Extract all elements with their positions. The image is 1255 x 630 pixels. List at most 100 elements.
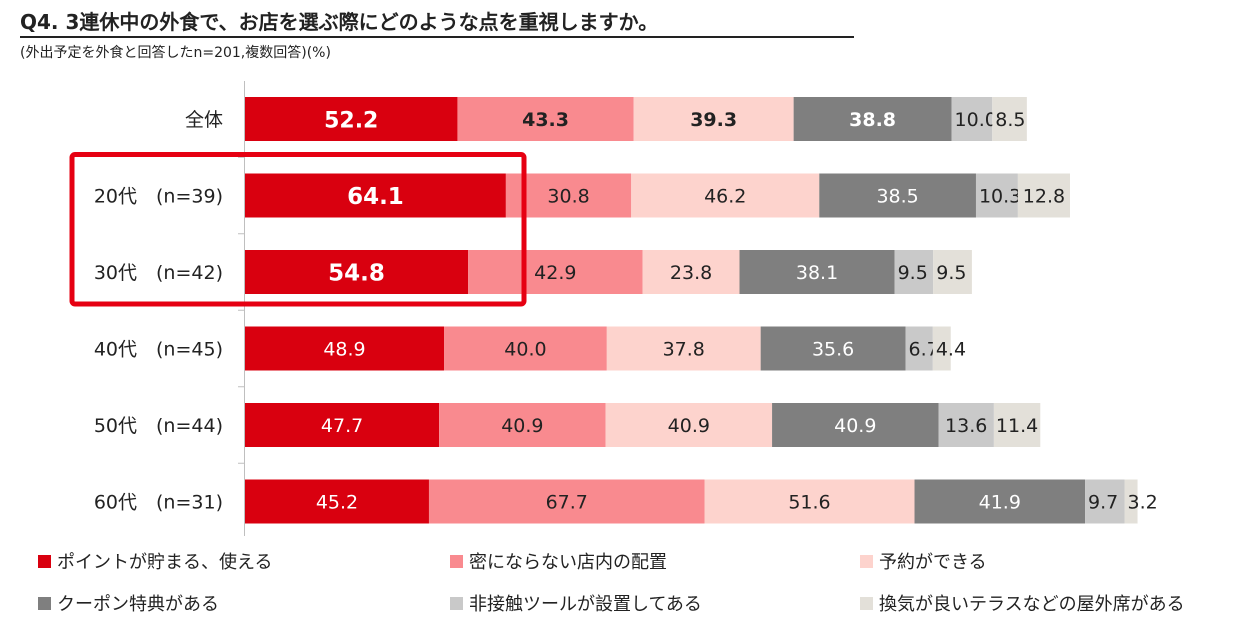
data-label: 46.2: [704, 186, 746, 208]
bar-segment: [1017, 173, 1070, 218]
data-label: 40.9: [668, 415, 710, 437]
bar-segment: [245, 250, 469, 294]
data-label: 3.2: [1128, 492, 1158, 514]
data-label: 6.7: [909, 339, 939, 361]
bar-segment: [245, 403, 440, 447]
bar-segment: [428, 479, 705, 524]
data-label: 54.8: [328, 261, 385, 287]
category-label: 20代 (n=39): [94, 186, 223, 208]
category-label: 50代 (n=44): [94, 415, 223, 437]
bar-segment: [468, 250, 643, 294]
bar-segment: [245, 479, 429, 524]
data-label: 40.0: [504, 339, 546, 361]
legend-item-layout: 密にならない店内の配置: [450, 548, 667, 574]
bar-segment: [505, 173, 632, 218]
legend: ポイントが貯まる、使える 密にならない店内の配置 予約ができる クーポン特典があ…: [38, 540, 1248, 630]
data-label: 37.8: [663, 339, 705, 361]
bar-segment: [938, 403, 994, 447]
legend-item-reservation: 予約ができる: [860, 548, 987, 574]
data-label: 39.3: [690, 109, 737, 131]
legend-item-terrace: 換気が良いテラスなどの屋外席がある: [860, 590, 1185, 616]
data-label: 67.7: [546, 492, 588, 514]
legend-swatch: [860, 596, 873, 610]
bar-segment: [894, 250, 934, 294]
legend-label: 非接触ツールが設置してある: [469, 594, 702, 615]
legend-label: ポイントが貯まる、使える: [57, 552, 273, 573]
chart-subtitle: (外出予定を外食と回答したn=201,複数回答)(%): [20, 45, 331, 61]
data-label: 4.4: [936, 339, 966, 361]
data-label: 8.5: [995, 109, 1025, 131]
data-label: 13.6: [945, 415, 987, 437]
data-label: 40.9: [834, 415, 876, 437]
bar-segment: [457, 97, 634, 141]
data-label: 45.2: [316, 492, 358, 514]
data-label: 38.5: [876, 186, 918, 208]
bar-segment: [245, 173, 506, 218]
category-label: 30代 (n=42): [94, 262, 223, 284]
legend-swatch: [38, 554, 51, 568]
data-label: 10.0: [955, 109, 997, 131]
legend-item-points: ポイントが貯まる、使える: [38, 548, 272, 574]
stacked-bar-chart: 全体 52.2 43.3 39.3 38.8 10.08.5 20代 (n=39) 64.1 3…: [69, 81, 1158, 536]
data-label: 42.9: [534, 262, 576, 284]
bar-segment: [704, 479, 915, 524]
bar-segment: [933, 250, 972, 294]
title-underline: [20, 36, 854, 38]
bar-segment: [914, 479, 1086, 524]
bar-segment: [951, 97, 993, 141]
legend-label: クーポン特典がある: [57, 594, 219, 615]
legend-swatch: [38, 596, 51, 610]
data-label: 51.6: [788, 492, 830, 514]
data-label: 23.8: [670, 262, 712, 284]
legend-swatch: [450, 554, 463, 568]
data-label: 40.9: [501, 415, 543, 437]
data-label: 38.1: [796, 262, 838, 284]
bar-segment: [905, 326, 933, 371]
data-label: 12.8: [1023, 186, 1065, 208]
legend-label: 密にならない店内の配置: [469, 552, 667, 573]
bar-segment: [819, 173, 976, 218]
data-label: 35.6: [812, 339, 854, 361]
bar-segment: [444, 326, 607, 371]
highlight-box: [69, 152, 527, 307]
data-label: 52.2: [324, 108, 378, 133]
bar-segment: [1085, 479, 1125, 524]
data-label: 38.8: [849, 109, 896, 131]
bar-segment: [245, 97, 458, 141]
data-label: 9.5: [936, 262, 966, 284]
bar-segment: [992, 97, 1027, 141]
data-label: 30.8: [547, 186, 589, 208]
bar-segment: [760, 326, 906, 371]
bar-segment: [739, 250, 895, 294]
data-label: 41.9: [979, 492, 1021, 514]
bar-segment: [793, 97, 952, 141]
legend-label: 換気が良いテラスなどの屋外席がある: [879, 594, 1185, 615]
data-label: 48.9: [323, 339, 365, 361]
legend-item-coupon: クーポン特典がある: [38, 590, 219, 616]
legend-swatch: [450, 596, 463, 610]
data-label: 9.5: [898, 262, 928, 284]
category-label: 全体: [185, 109, 223, 131]
bar-segment: [439, 403, 606, 447]
data-label: 43.3: [522, 109, 569, 131]
bar-segment: [772, 403, 939, 447]
bar-segment: [633, 97, 794, 141]
bar-segment: [642, 250, 740, 294]
bar-segment: [606, 326, 761, 371]
legend-label: 予約ができる: [879, 552, 987, 573]
chart-title: Q4. 3連休中の外食で、お店を選ぶ際にどのような点を重視しますか。: [20, 10, 659, 34]
data-label: 9.7: [1088, 492, 1118, 514]
bar-segment: [631, 173, 820, 218]
bar-segment: [975, 173, 1018, 218]
data-label: 10.3: [979, 186, 1021, 208]
data-label: 11.4: [996, 415, 1038, 437]
category-label: 60代 (n=31): [94, 492, 223, 514]
bar-segment: [993, 403, 1041, 447]
legend-swatch: [860, 554, 873, 568]
category-label: 40代 (n=45): [94, 339, 223, 361]
bar-segment: [605, 403, 773, 447]
bar-segment: [932, 326, 951, 371]
legend-item-contactless: 非接触ツールが設置してある: [450, 590, 702, 616]
data-label: 47.7: [321, 415, 363, 437]
bar-segment: [1124, 479, 1138, 524]
